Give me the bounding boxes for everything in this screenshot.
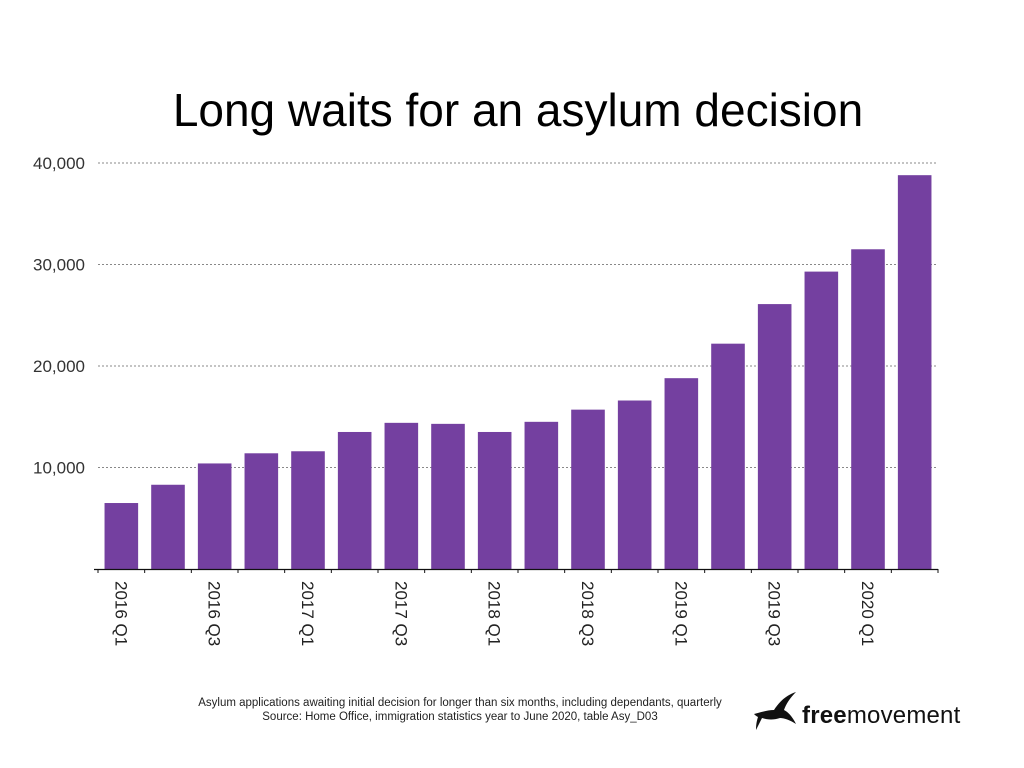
x-tick-label: 2016 Q1 <box>111 581 130 646</box>
x-tick-label: 2017 Q3 <box>391 581 410 646</box>
grid-lines <box>98 162 938 468</box>
bar <box>291 451 325 569</box>
logo-wordmark: freemovement <box>802 702 960 730</box>
x-tick-label: 2018 Q1 <box>485 581 504 646</box>
bar <box>151 484 185 569</box>
bar <box>244 453 279 569</box>
footnote-source: Source: Home Office, immigration statist… <box>262 711 658 723</box>
bar <box>757 304 792 569</box>
bar <box>431 423 465 569</box>
bar <box>384 422 419 569</box>
bar <box>477 431 512 569</box>
x-tick-label: 2018 Q3 <box>578 581 597 646</box>
y-tick-label: 30,000 <box>33 256 85 275</box>
bar <box>804 271 839 569</box>
bar <box>571 409 605 569</box>
bar <box>617 400 652 569</box>
y-tick-label: 10,000 <box>33 459 85 478</box>
x-tick-label: 2017 Q1 <box>298 581 317 646</box>
bar <box>337 431 372 569</box>
x-tick-label: 2019 Q3 <box>765 581 784 646</box>
bar <box>197 463 232 569</box>
chart-title: Long waits for an asylum decision <box>172 84 864 136</box>
bar <box>524 421 559 569</box>
y-tick-labels: 10,000 20,000 30,000 40,000 <box>33 154 85 478</box>
bar <box>897 175 932 569</box>
bar <box>664 378 699 569</box>
freemovement-logo: freemovement <box>752 688 982 738</box>
logo-text-bold: free <box>802 702 847 729</box>
x-tick-labels: 2016 Q1 2016 Q3 2017 Q1 2017 Q3 2018 Q1 2018 … <box>111 581 877 646</box>
footnote-description: Asylum applications awaiting initial dec… <box>198 697 722 709</box>
bar <box>851 249 885 569</box>
y-tick-label: 40,000 <box>33 154 85 173</box>
axes <box>94 568 939 573</box>
x-tick-label: 2019 Q1 <box>671 581 690 646</box>
bars <box>104 175 932 569</box>
bar <box>104 503 139 569</box>
x-tick-label: 2020 Q1 <box>858 581 877 646</box>
bird-icon <box>754 692 796 730</box>
x-tick-label: 2016 Q3 <box>205 581 224 646</box>
logo-text-regular: movement <box>846 702 961 729</box>
bar <box>711 343 745 569</box>
y-tick-label: 20,000 <box>33 357 85 376</box>
